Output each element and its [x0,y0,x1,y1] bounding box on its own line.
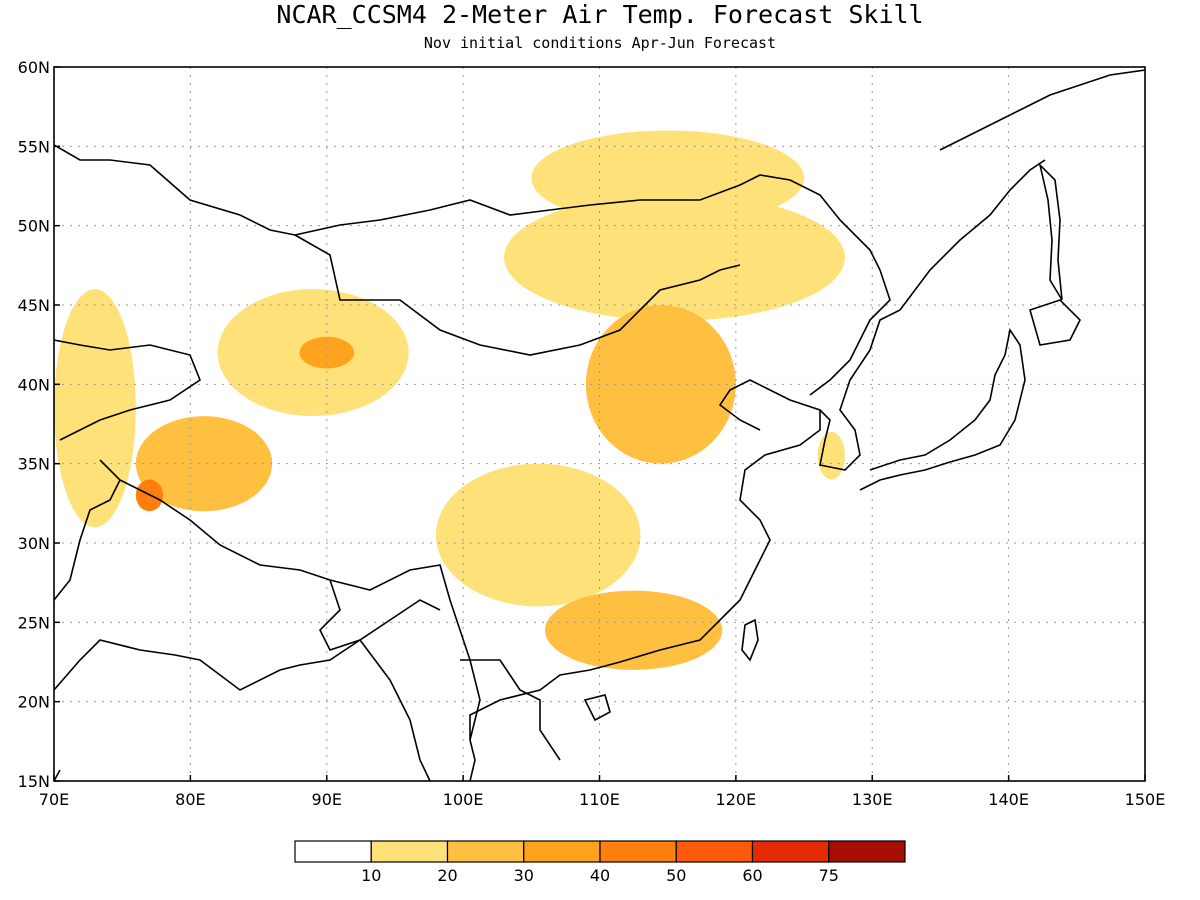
colorbar-label: 30 [514,866,534,885]
colorbar-swatch [599,840,677,863]
border-laos-vietnam [460,659,561,761]
gridlines [54,67,1145,781]
border-india-myanmar [319,579,441,651]
skill-region-tianshan-core [299,336,355,369]
colorbar-label: 50 [666,866,686,885]
coastline-russia-east [899,159,1046,311]
x-tick-label: 70E [39,790,69,809]
x-tick-label: 80E [175,790,205,809]
skill-region-north-china [585,305,736,464]
coastline-taiwan [741,618,759,662]
skill-region-west-asia-edge [54,289,136,528]
colorbar-swatch [751,840,830,863]
coastline-okhotsk [939,69,1145,151]
x-tick-label: 110E [579,790,620,809]
coastlines [54,69,1145,781]
coastline-sri-lanka [54,769,61,781]
colorbar-label: 40 [590,866,610,885]
colorbar-label: 75 [819,866,839,885]
colorbar-swatch [294,840,372,863]
y-tick-label: 30N [18,534,50,553]
colorbar-swatch [523,840,601,863]
y-tick-label: 55N [18,137,50,156]
skill-region-tibet-west [135,416,273,512]
coastline-hainan [583,694,611,722]
chart-subtitle: Nov initial conditions Apr-Jun Forecast [423,34,777,52]
colorbar-label: 10 [361,866,381,885]
coastline-sakhalin [1038,162,1063,301]
y-tick-label: 60N [18,58,50,77]
colorbar-swatch [828,840,906,863]
x-tick-label: 130E [852,790,893,809]
border-pakistan-india [54,459,121,601]
chart-title: NCAR_CCSM4 2-Meter Air Temp. Forecast Sk… [276,0,924,29]
y-tick-label: 35N [18,455,50,474]
skill-contour-fills [54,130,845,670]
border-china-russia-east [809,269,891,396]
border-russia-kazakhstan [54,144,296,236]
x-tick-label: 90E [312,790,342,809]
skill-region-siberia-south [531,130,805,226]
country-borders [54,144,891,761]
colorbar-swatch [446,840,525,863]
coastline-india [54,638,401,701]
y-tick-label: 45N [18,296,50,315]
skill-region-south-china [544,590,723,670]
colorbar-label: 60 [742,866,762,885]
colorbar: 10 20 30 40 50 60 75 [294,840,906,885]
coastline-hokkaido [1029,299,1081,346]
border-central-asia [54,339,201,441]
border-russia-mongolia [294,174,881,271]
y-tick-label: 40N [18,375,50,394]
colorbar-swatch [370,840,449,863]
y-tick-label: 15N [18,772,50,791]
x-tick-label: 150E [1125,790,1166,809]
y-tick-label: 25N [18,613,50,632]
border-china-mongolia [294,234,741,356]
coastline-japan [859,327,1026,491]
coastline-korea [819,309,901,471]
y-tick-label: 50N [18,217,50,236]
x-axis: 70E 80E 90E 100E 110E 120E 130E 140E 150E [39,775,1166,809]
colorbar-label: 20 [437,866,457,885]
y-axis: 15N 20N 25N 30N 35N 40N 45N 50N 55N 60N [18,58,60,791]
colorbar-swatch [675,840,754,863]
border-himalaya [119,479,481,741]
skill-region-sichuan [435,463,641,607]
x-tick-label: 100E [443,790,484,809]
y-tick-label: 20N [18,693,50,712]
x-tick-label: 140E [988,790,1029,809]
x-tick-label: 120E [716,790,757,809]
